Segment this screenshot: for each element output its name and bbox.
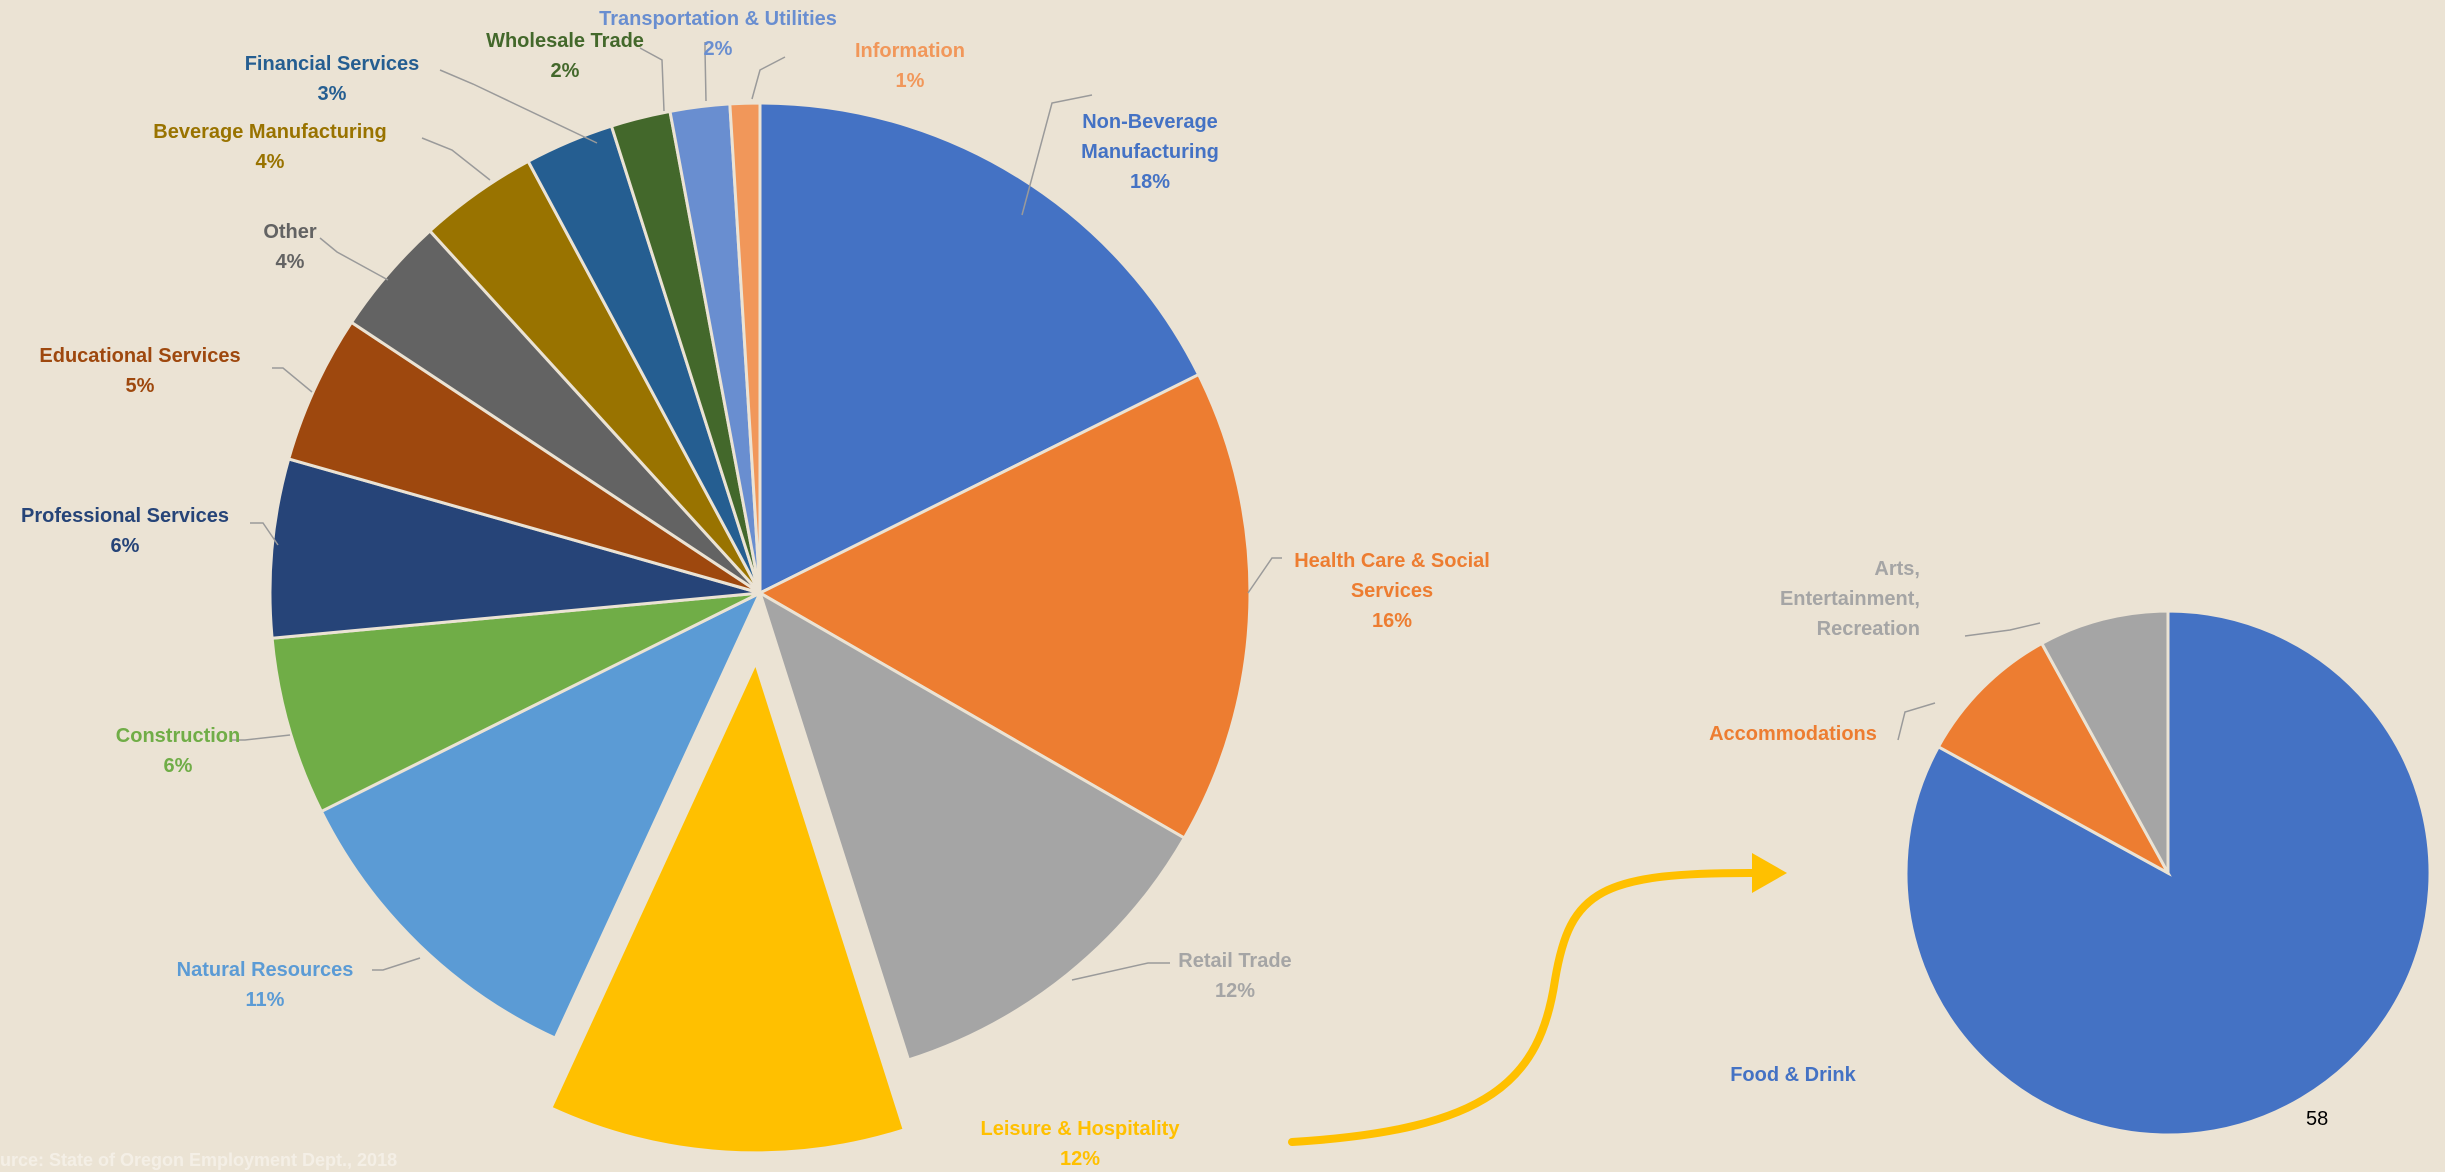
leader-information bbox=[751, 56, 786, 100]
leader-professional-services bbox=[250, 522, 279, 546]
label-health-care-and-social-services-0: Health Care & Social bbox=[1294, 550, 1490, 572]
label-professional-services-1: 6% bbox=[111, 535, 140, 557]
slice-information bbox=[728, 101, 762, 594]
label-non-beverage-manufacturing-0: Non-Beverage bbox=[1082, 111, 1218, 133]
leader-non-beverage-manufacturing bbox=[1021, 94, 1093, 216]
leader-health-care-and-social-services bbox=[1247, 557, 1282, 594]
slice-retail-trade bbox=[757, 589, 1187, 1062]
label-food-and-drink-0: Food & Drink bbox=[1730, 1064, 1856, 1086]
label-wholesale-trade-1: 2% bbox=[551, 60, 580, 82]
leader-arts-entertainment-recreation bbox=[1964, 622, 2041, 637]
label-construction-1: 6% bbox=[164, 755, 193, 777]
label-leisure-and-hospitality-0: Leisure & Hospitality bbox=[981, 1118, 1181, 1140]
leader-wholesale-trade bbox=[639, 47, 665, 112]
slice-educational-services bbox=[286, 320, 761, 595]
leader-transportation-and-utilities bbox=[704, 42, 707, 102]
label-natural-resources-0: Natural Resources bbox=[177, 959, 354, 981]
label-leisure-and-hospitality-1: 12% bbox=[1060, 1148, 1100, 1170]
leader-financial-services bbox=[439, 69, 598, 144]
label-wholesale-trade-0: Wholesale Trade bbox=[486, 30, 644, 52]
slice-arts-entertainment-recreation bbox=[2039, 609, 2170, 874]
label-information-0: Information bbox=[855, 40, 965, 62]
label-educational-services-1: 5% bbox=[126, 375, 155, 397]
slice-leisure-and-hospitality bbox=[548, 658, 907, 1155]
label-information-1: 1% bbox=[896, 70, 925, 92]
label-financial-services-1: 3% bbox=[318, 83, 347, 105]
label-arts-entertainment-recreation-1: Entertainment, bbox=[1780, 588, 1920, 610]
label-educational-services-0: Educational Services bbox=[39, 345, 240, 367]
label-retail-trade-1: 12% bbox=[1215, 980, 1255, 1002]
main-pie: Non-Beverage Manufacturing 18% Health Care … bbox=[21, 8, 1490, 1170]
label-non-beverage-manufacturing-2: 18% bbox=[1130, 171, 1170, 193]
label-transportation-and-utilities-0: Transportation & Utilities bbox=[599, 8, 837, 30]
label-accommodations-0: Accommodations bbox=[1709, 723, 1877, 745]
arrow-head bbox=[1752, 853, 1787, 893]
slice-health-care-and-social-services bbox=[756, 372, 1252, 841]
label-other-0: Other bbox=[263, 221, 317, 243]
leader-natural-resources bbox=[372, 957, 421, 971]
leader-other bbox=[319, 237, 389, 281]
label-non-beverage-manufacturing-1: Manufacturing bbox=[1081, 141, 1219, 163]
breakout-arrow bbox=[1288, 853, 1787, 1146]
leader-accommodations bbox=[1897, 702, 1936, 741]
label-beverage-manufacturing-0: Beverage Manufacturing bbox=[153, 121, 386, 143]
leader-retail-trade bbox=[1071, 962, 1170, 981]
source-note: urce: State of Oregon Employment Dept., … bbox=[0, 1150, 398, 1170]
label-financial-services-0: Financial Services bbox=[245, 53, 420, 75]
label-health-care-and-social-services-1: Services bbox=[1351, 580, 1433, 602]
leader-beverage-manufacturing bbox=[421, 137, 491, 181]
label-health-care-and-social-services-2: 16% bbox=[1372, 610, 1412, 632]
label-beverage-manufacturing-1: 4% bbox=[256, 151, 285, 173]
label-arts-entertainment-recreation-2: Recreation bbox=[1817, 618, 1920, 640]
label-professional-services-0: Professional Services bbox=[21, 505, 229, 527]
label-other-1: 4% bbox=[276, 251, 305, 273]
label-natural-resources-1: 11% bbox=[246, 989, 285, 1011]
label-retail-trade-0: Retail Trade bbox=[1178, 950, 1291, 972]
label-arts-entertainment-recreation-0: Arts, bbox=[1874, 558, 1920, 580]
label-transportation-and-utilities-1: 2% bbox=[704, 38, 733, 60]
slice-non-beverage-manufacturing bbox=[758, 101, 1201, 596]
breakout-pie: Food & Drink Accommodations Arts, Entertain… bbox=[1709, 558, 2432, 1137]
page-number: 58 bbox=[2306, 1108, 2329, 1130]
slice-accommodations bbox=[1936, 641, 2172, 877]
slice-professional-services bbox=[268, 457, 761, 640]
slice-construction bbox=[270, 591, 761, 814]
leader-educational-services bbox=[272, 367, 313, 393]
slice-natural-resources bbox=[319, 589, 764, 1041]
leader-construction bbox=[232, 734, 291, 741]
slice-food-and-drink bbox=[1904, 609, 2432, 1137]
label-construction-0: Construction bbox=[116, 725, 240, 747]
